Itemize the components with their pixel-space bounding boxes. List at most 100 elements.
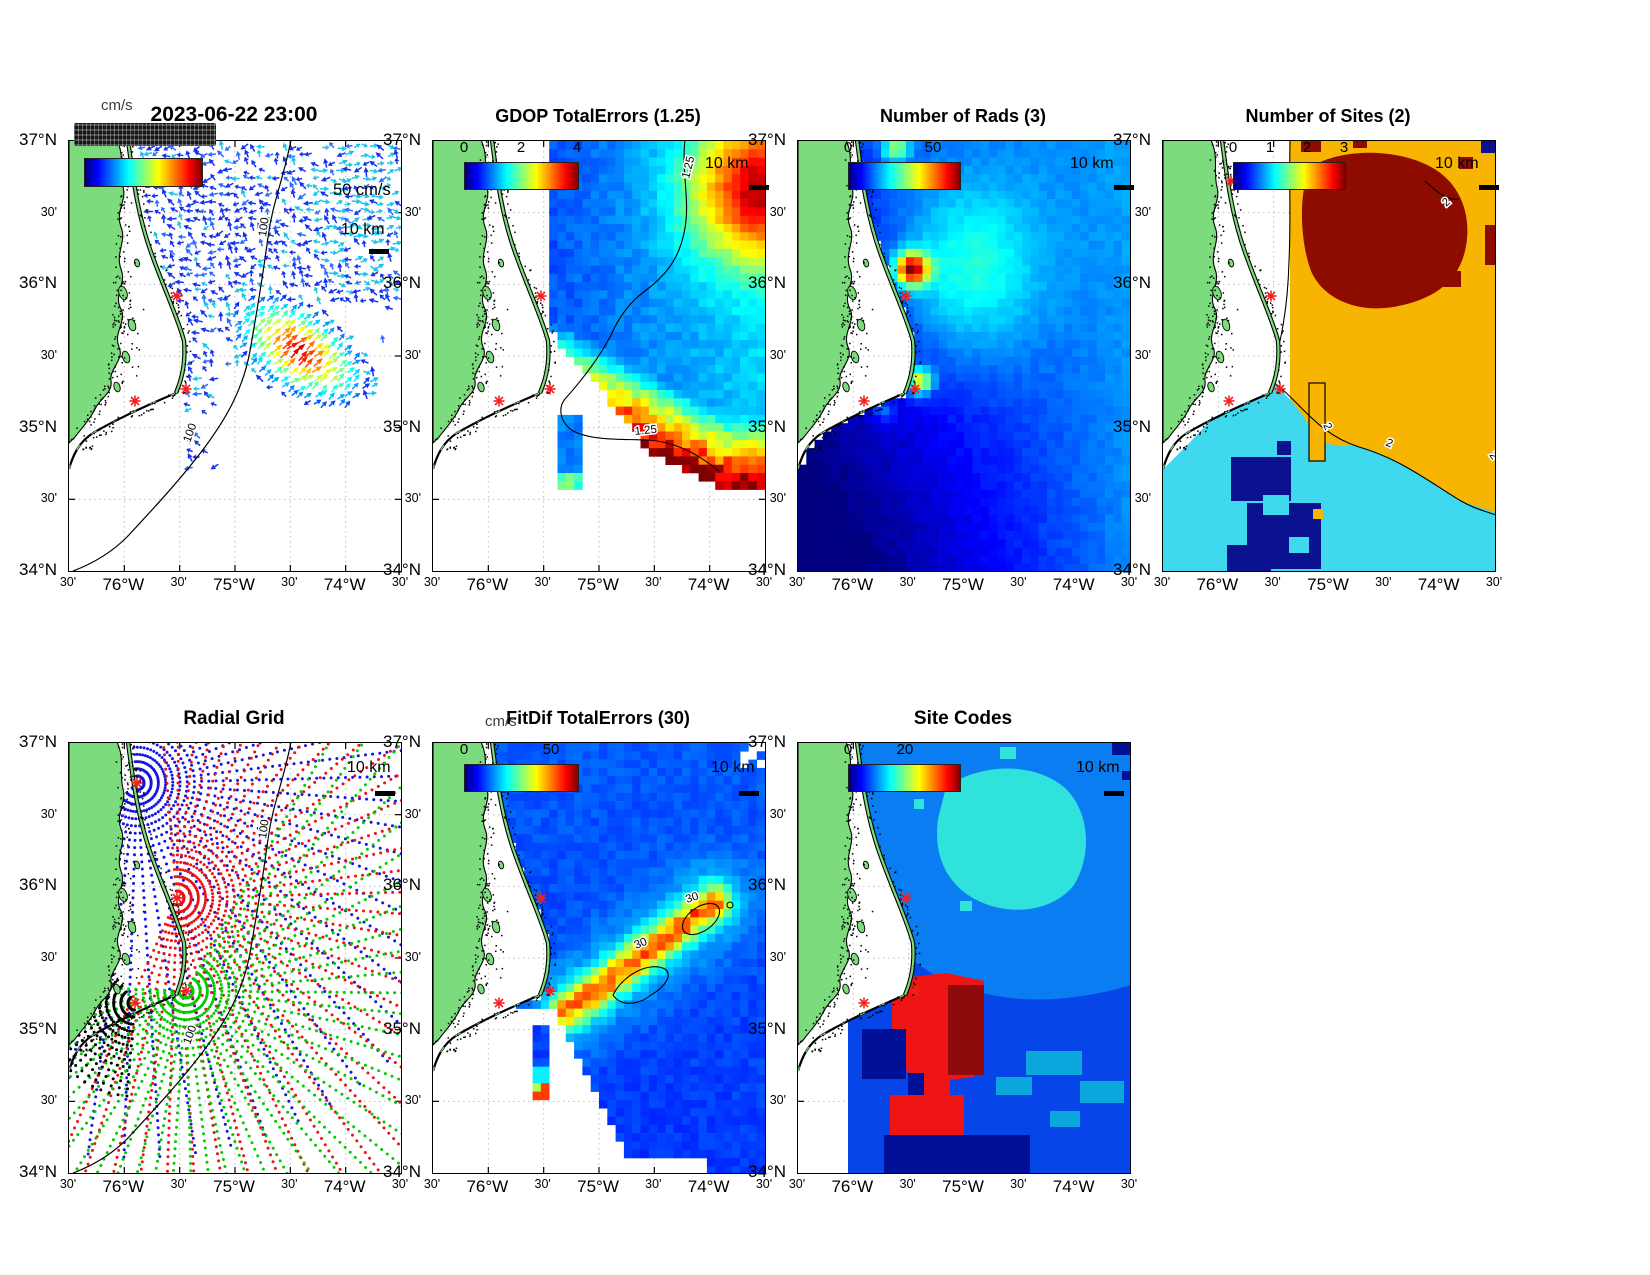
axis-tick-label: 30': [645, 1177, 662, 1191]
x-axis: 30' 76°W 30' 75°W 30' 74°W 30': [60, 570, 408, 606]
map-canvas: [798, 141, 1130, 571]
colorbar-tick: 0: [459, 741, 469, 758]
axis-tick-label: 30': [1264, 575, 1281, 589]
axis-tick-label: 30': [404, 491, 421, 506]
panel-title: Site Codes: [913, 708, 1013, 729]
axis-tick-label: 34°N: [748, 1162, 786, 1181]
scale-bar: [1104, 791, 1124, 796]
x-axis: 30' 76°W 30' 75°W 30' 74°W 30': [424, 570, 772, 606]
axis-tick-label: 30': [404, 1093, 421, 1108]
axis-tick-label: 74°W: [687, 1177, 730, 1196]
map-box: 2 2 2 2 0 1 2 3 10 km: [1162, 139, 1499, 572]
axis-tick-label: 30': [788, 1177, 806, 1191]
contour-line: [726, 901, 734, 909]
contour-line: [612, 966, 669, 1004]
discrete-field: [1163, 141, 1495, 571]
colorbar-units: cm/s: [485, 713, 517, 730]
axis-tick-label: 30': [1120, 575, 1138, 589]
contour-label: 2: [1487, 450, 1495, 462]
axis-tick-label: 30': [769, 348, 786, 362]
colorbar: [1233, 162, 1346, 190]
axis-tick-label: 76°W: [466, 1177, 509, 1196]
axis-tick-label: 34°N: [19, 560, 57, 579]
x-axis: 30' 76°W 30' 75°W 30' 74°W 30': [789, 1172, 1137, 1208]
discrete-field: [848, 743, 1130, 1173]
axis-tick-label: 34°N: [1113, 560, 1151, 579]
map-box: 100 100 cm/s 50 cm/s 10 km: [68, 97, 402, 572]
contour-label: 30: [684, 890, 700, 905]
x-axis: 30' 76°W 30' 75°W 30' 74°W 30': [424, 1172, 772, 1208]
axis-tick-label: 30': [281, 575, 298, 589]
axis-tick-label: 36°N: [1113, 273, 1151, 293]
scale-bar-label: 10 km: [1076, 759, 1120, 776]
axis-tick-label: 36°N: [19, 875, 57, 895]
contour-label: 100: [182, 422, 200, 444]
axis-tick-label: 30': [170, 1177, 187, 1191]
axis-tick-label: 34°N: [383, 560, 421, 579]
axis-tick-label: 30': [1134, 204, 1151, 219]
axis-tick-label: 37°N: [383, 130, 421, 149]
colorbar-tick: 2: [516, 139, 526, 156]
axis-tick-label: 76°W: [102, 575, 145, 594]
axis-tick-label: 75°W: [1307, 575, 1349, 594]
colorbar-tick: 4: [572, 139, 582, 156]
map-canvas: 1.25 1.25: [433, 141, 765, 571]
scale-bar: [749, 185, 769, 190]
axis-tick-label: 30': [40, 1093, 57, 1108]
axis-tick-label: 35°N: [748, 416, 786, 436]
y-axis: 37°N 30' 36°N 30' 35°N 30' 34°N: [4, 732, 62, 1181]
contour-label: 100: [257, 217, 272, 238]
axis-tick-label: 35°N: [19, 1018, 57, 1038]
contour-line: [681, 902, 721, 936]
axis-tick-label: 74°W: [323, 1177, 366, 1196]
colorbar-tick: 20: [896, 741, 914, 758]
x-axis: 30' 76°W 30' 75°W 30' 74°W 30': [1154, 570, 1502, 606]
axis-tick-label: 35°N: [1113, 416, 1151, 436]
axis-tick-label: 30': [59, 575, 77, 589]
axis-tick-label: 30': [645, 575, 662, 589]
axis-tick-label: 30': [40, 348, 57, 362]
axis-tick-label: 30': [423, 1177, 441, 1191]
axis-tick-label: 35°N: [748, 1018, 786, 1038]
axis-tick-label: 75°W: [213, 575, 255, 594]
axis-tick-label: 30': [769, 491, 786, 506]
axis-tick-label: 75°W: [577, 575, 619, 594]
axis-tick-label: 37°N: [19, 130, 57, 149]
scale-bar: [739, 791, 759, 796]
axis-tick-label: 30': [769, 806, 786, 821]
x-axis: 30' 76°W 30' 75°W 30' 74°W 30': [60, 1172, 408, 1208]
axis-tick-label: 30': [59, 1177, 77, 1191]
axis-tick-label: 30': [1134, 348, 1151, 362]
axis-tick-label: 76°W: [831, 575, 874, 594]
axis-tick-label: 30': [769, 1093, 786, 1108]
scale-bar: [369, 249, 389, 254]
axis-tick-label: 30': [534, 575, 551, 589]
axis-tick-label: 76°W: [466, 575, 509, 594]
scale-bar-label: 10 km: [1435, 155, 1479, 172]
map-canvas: 2 2 2 2: [1163, 141, 1495, 571]
colorbar-tick: 3: [1339, 139, 1349, 156]
axis-tick-label: 30': [769, 204, 786, 219]
map-canvas: [798, 743, 1130, 1173]
axis-tick-label: 30': [899, 575, 916, 589]
axis-tick-label: 30': [391, 1177, 409, 1191]
axis-tick-label: 30': [40, 204, 57, 219]
y-axis: 37°N 30' 36°N 30' 35°N 30' 34°N: [4, 130, 62, 579]
map-box: 1.25 1.25 0 2 4 10 km: [432, 139, 769, 572]
y-axis: 37°N 30' 36°N 30' 35°N 30' 34°N: [368, 732, 426, 1181]
axis-tick-label: 30': [281, 1177, 298, 1191]
map-box: 30 30 cm/s 0 50 10 km: [432, 713, 766, 1174]
axis-tick-label: 30': [404, 806, 421, 821]
axis-tick-label: 30': [534, 1177, 551, 1191]
axis-tick-label: 30': [755, 575, 773, 589]
map-canvas: 100 100: [69, 743, 401, 1173]
axis-tick-label: 75°W: [577, 1177, 619, 1196]
axis-tick-label: 37°N: [383, 732, 421, 751]
axis-tick-label: 75°W: [942, 575, 984, 594]
colorbar-tick: 0: [1228, 139, 1238, 156]
scale-bar-label: 10 km: [1070, 155, 1114, 172]
panel-title: Number of Sites (2): [1245, 106, 1411, 126]
colorbar: [848, 764, 961, 792]
scale-bar-label: 10 km: [705, 155, 749, 172]
